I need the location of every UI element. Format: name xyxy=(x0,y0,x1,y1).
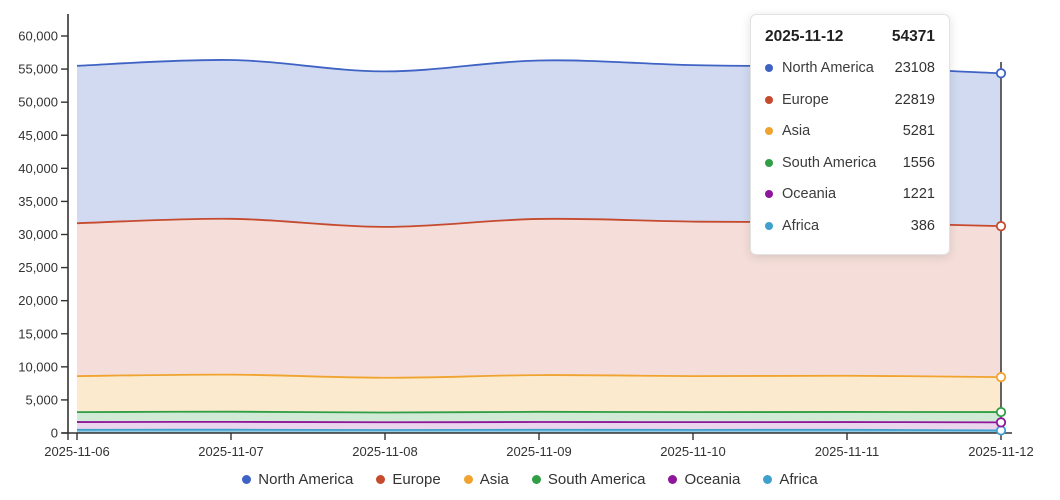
legend-label: Oceania xyxy=(684,471,741,488)
series-dot-icon xyxy=(765,190,773,198)
tooltip-series-label: North America xyxy=(782,60,874,76)
hover-marker-europe xyxy=(995,221,1007,232)
legend-label: Asia xyxy=(479,471,509,488)
y-tick-label: 10,000 xyxy=(18,359,58,374)
y-tick-label: 30,000 xyxy=(18,227,58,242)
area-europe xyxy=(77,218,1001,378)
tooltip-header: 2025-11-12 54371 xyxy=(765,28,935,46)
line-south-america xyxy=(76,410,1002,414)
tooltip-series-label: Oceania xyxy=(782,186,837,202)
tooltip-series-label: Africa xyxy=(782,217,820,234)
tooltip: 2025-11-12 54371 North America 23108 Europ… xyxy=(750,14,950,255)
tooltip-series-label: South America xyxy=(782,154,877,171)
series-dot-icon xyxy=(531,475,541,484)
x-tick-label: 2025-11-12 xyxy=(968,444,1034,459)
y-tick-label: 20,000 xyxy=(18,293,58,308)
series-dot-icon xyxy=(763,475,773,484)
line-asia xyxy=(76,373,1002,379)
y-tick-label: 55,000 xyxy=(18,62,58,77)
legend-item-north-america[interactable]: North America xyxy=(242,471,353,488)
tooltip-total: 54371 xyxy=(891,28,935,45)
y-tick-label: 15,000 xyxy=(18,326,58,341)
tooltip-row-asia: Asia 5281 xyxy=(765,122,935,140)
hover-marker-africa xyxy=(995,425,1007,436)
series-dot-icon xyxy=(765,95,773,104)
hover-marker-asia xyxy=(995,372,1007,383)
x-tick-label: 2025-11-07 xyxy=(198,444,264,459)
tooltip-series-label: Asia xyxy=(782,123,811,139)
series-dot-icon xyxy=(765,127,773,135)
tooltip-row-europe: Europe 22819 xyxy=(765,91,935,109)
legend-label: North America xyxy=(258,471,354,488)
series-dot-icon xyxy=(668,475,678,484)
legend-item-south-america[interactable]: South America xyxy=(531,471,646,488)
tooltip-row-oceania: Oceania 1221 xyxy=(765,185,935,203)
tooltip-row-africa: Africa 386 xyxy=(765,217,935,235)
legend-item-oceania[interactable]: Oceania xyxy=(668,471,740,488)
area-asia xyxy=(77,374,1001,413)
y-tick-label: 60,000 xyxy=(18,29,58,44)
x-tick-label: 2025-11-10 xyxy=(660,444,726,459)
tooltip-series-value: 1221 xyxy=(902,186,935,202)
legend-label: Europe xyxy=(392,471,441,488)
legend-label: South America xyxy=(547,471,646,488)
series-dot-icon xyxy=(463,475,473,484)
series-dot-icon xyxy=(765,64,773,72)
hover-marker-south-america xyxy=(995,406,1007,418)
series-dot-icon xyxy=(765,221,773,230)
x-tick-label: 2025-11-11 xyxy=(815,444,880,459)
y-tick-label: 25,000 xyxy=(18,260,58,275)
legend-item-europe[interactable]: Europe xyxy=(376,471,441,488)
tooltip-series-value: 5281 xyxy=(902,123,935,139)
series-dot-icon xyxy=(242,475,252,484)
tooltip-series-value: 22819 xyxy=(894,91,935,108)
line-africa xyxy=(76,428,1002,432)
area-south-america xyxy=(77,411,1001,423)
tooltip-rows: North America 23108 Europe 22819 Asia 5281 Sou… xyxy=(765,59,935,235)
hover-marker-oceania xyxy=(995,417,1007,428)
legend-label: Africa xyxy=(779,471,818,488)
legend: North America Europe Asia South America Ocea… xyxy=(0,471,1060,488)
tooltip-series-label: Europe xyxy=(782,91,829,108)
x-tick-label: 2025-11-09 xyxy=(506,444,572,459)
y-tick-label: 35,000 xyxy=(18,194,58,209)
y-tick-label: 5,000 xyxy=(25,392,58,407)
y-tick-label: 40,000 xyxy=(18,161,58,176)
tooltip-series-value: 1556 xyxy=(902,154,935,171)
tooltip-row-south-america: South America 1556 xyxy=(765,154,935,172)
x-tick-label: 2025-11-06 xyxy=(44,444,110,459)
legend-item-asia[interactable]: Asia xyxy=(463,471,509,488)
tooltip-series-value: 23108 xyxy=(894,60,935,76)
hover-marker-north-america xyxy=(995,68,1007,79)
series-dot-icon xyxy=(765,158,773,167)
y-tick-label: 50,000 xyxy=(18,95,58,110)
y-tick-label: 0 xyxy=(51,426,58,441)
x-tick-label: 2025-11-08 xyxy=(352,444,418,459)
area-oceania xyxy=(77,421,1001,431)
y-tick-label: 45,000 xyxy=(18,128,58,143)
tooltip-date: 2025-11-12 xyxy=(765,28,844,45)
series-dot-icon xyxy=(376,475,386,484)
tooltip-series-value: 386 xyxy=(910,217,935,234)
legend-item-africa[interactable]: Africa xyxy=(763,471,818,488)
tooltip-row-north-america: North America 23108 xyxy=(765,59,935,77)
